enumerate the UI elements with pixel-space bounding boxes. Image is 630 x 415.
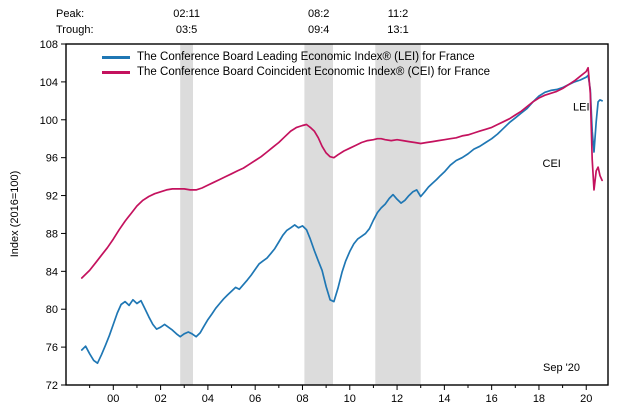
date-label: Sep '20 [543,362,580,374]
legend-item-cei: The Conference Board Coincident Economic… [102,66,490,78]
peak-date-label: 11:2 [388,8,409,20]
lei-end-label: LEI [573,101,590,113]
x-tick-label: 14 [438,393,450,405]
legend-label-lei: The Conference Board Leading Economic In… [137,51,475,63]
x-tick-label: 04 [202,393,214,405]
recession-band [375,44,421,385]
x-tick-label: 10 [344,393,356,405]
legend-item-lei: The Conference Board Leading Economic In… [102,51,490,63]
trough-date-label: 03:5 [176,24,197,36]
legend-label-cei: The Conference Board Coincident Economic… [137,66,490,78]
plot-frame [65,43,609,386]
peak-date-label: 08:2 [308,8,329,20]
x-tick-label: 02 [154,393,166,405]
y-tick-label: 100 [40,115,58,127]
x-tick-label: 06 [249,393,261,405]
lei-line [80,74,603,365]
peak-row-label: Peak: [56,8,84,20]
peak-date-label: 02:11 [173,8,200,20]
trough-date-label: 09:4 [308,24,329,36]
cei-line [80,66,603,279]
y-tick-label: 92 [46,191,58,203]
trough-date-label: 13:1 [387,24,408,36]
x-tick-label: 00 [107,393,119,405]
y-tick-label: 80 [46,304,58,316]
legend: The Conference Board Leading Economic In… [102,51,490,78]
y-tick-label: 76 [46,342,58,354]
x-tick-label: 16 [486,393,498,405]
x-tick-label: 20 [580,393,592,405]
y-tick-label: 108 [40,39,58,51]
x-tick-label: 18 [533,393,545,405]
recession-band [180,44,193,385]
cei-line-swatch [102,70,130,74]
y-tick-label: 104 [40,77,58,89]
y-axis-title: Index (2016=100) [9,170,21,258]
lei-line-swatch [102,55,130,59]
y-tick-label: 84 [46,266,58,278]
recession-band [304,44,333,385]
cei-end-label: CEI [543,158,561,170]
y-tick-label: 72 [46,380,58,392]
x-tick-label: 12 [391,393,403,405]
y-tick-label: 96 [46,153,58,165]
y-tick-label: 88 [46,228,58,240]
x-tick-label: 08 [296,393,308,405]
trough-row-label: Trough: [56,24,94,36]
